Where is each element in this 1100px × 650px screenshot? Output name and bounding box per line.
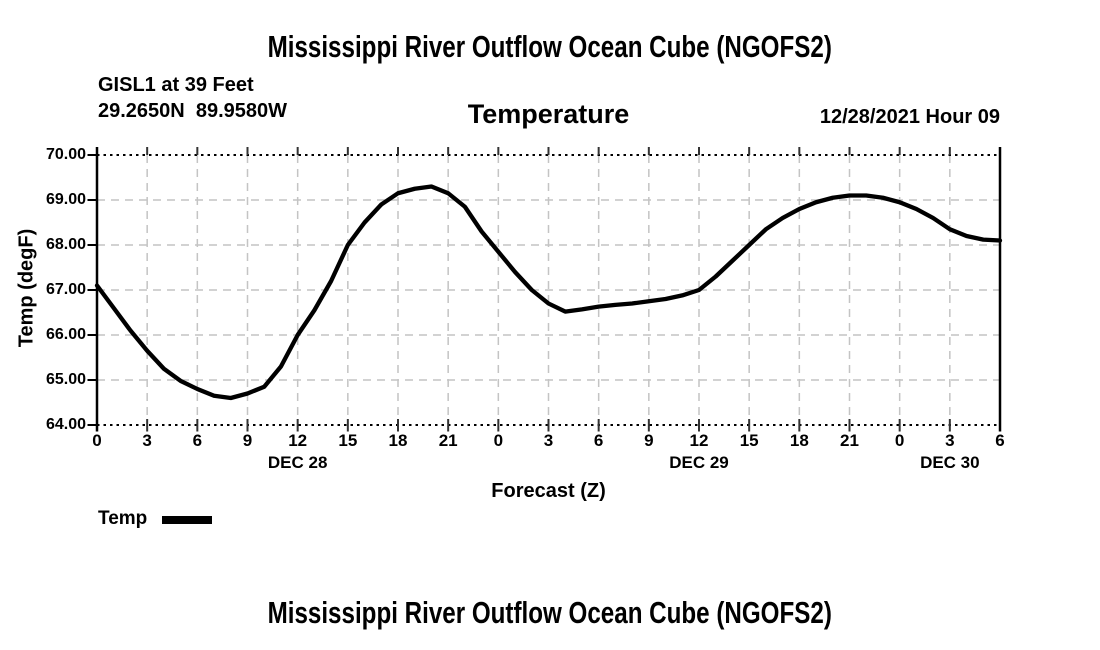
y-tick-label: 68.00 [45, 236, 86, 253]
x-tick-label: 21 [438, 431, 458, 450]
x-tick-label: 12 [288, 431, 308, 450]
x-tick-label: 18 [388, 431, 408, 450]
x-tick-label: 6 [192, 431, 203, 450]
coordinates-label: 29.2650N 89.9580W [98, 100, 288, 122]
y-tick-label: 66.00 [45, 326, 86, 343]
chart-title-bottom-text: Mississippi River Outflow Ocean Cube (NG… [267, 595, 833, 630]
temp-series-line [94, 184, 1003, 401]
y-tick-label: 65.00 [45, 371, 86, 388]
x-tick-label: 9 [242, 431, 253, 450]
x-tick-label: 0 [493, 431, 504, 450]
legend-entry-temp-label: Temp [98, 508, 148, 529]
x-tick-label: 15 [338, 431, 358, 450]
plot-subtitle-temperature: Temperature [467, 99, 630, 129]
x-tick-label: 18 [789, 431, 809, 450]
chart-title-bottom: Mississippi River Outflow Ocean Cube (NG… [0, 595, 1100, 631]
x-tick-label: 21 [840, 431, 859, 450]
x-tick-label: 6 [995, 431, 1005, 450]
x-tick-label: 0 [92, 431, 102, 450]
y-tick-label: 67.00 [45, 281, 86, 298]
x-tick-label: 12 [689, 431, 709, 450]
model-run-datetime: 12/28/2021 Hour 09 [819, 106, 1000, 128]
station-label: GISL1 at 39 Feet [98, 74, 254, 96]
x-tick-label: 0 [894, 431, 905, 450]
y-tick-label: 69.00 [45, 191, 86, 208]
date-label: DEC 30 [920, 453, 980, 472]
date-label: DEC 28 [267, 453, 328, 472]
x-tick-label: 3 [945, 431, 955, 450]
x-tick-label: 3 [142, 431, 152, 450]
x-tick-label: 6 [593, 431, 604, 450]
legend-line-swatch [162, 516, 212, 524]
date-label: DEC 29 [669, 453, 729, 472]
x-tick-label: 9 [644, 431, 654, 450]
chart-title-top-text: Mississippi River Outflow Ocean Cube (NG… [267, 29, 833, 64]
y-tick-label: 70.00 [45, 146, 86, 163]
y-tick-label: 64.00 [45, 416, 86, 433]
chart-title-top: Mississippi River Outflow Ocean Cube (NG… [0, 29, 1100, 65]
x-axis-label: Forecast (Z) [491, 480, 606, 502]
x-tick-label: 3 [543, 431, 554, 450]
x-tick-label: 15 [739, 431, 759, 450]
